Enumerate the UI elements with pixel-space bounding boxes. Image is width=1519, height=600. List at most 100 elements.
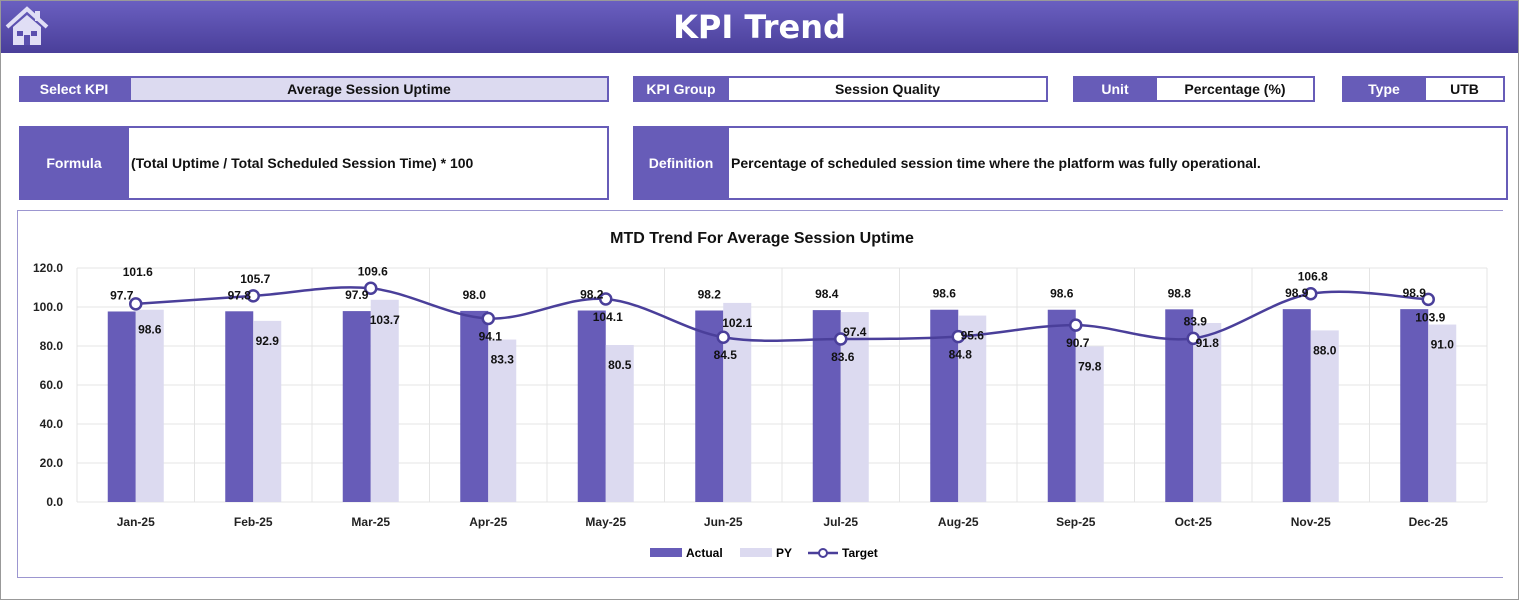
chart-legend: Actual PY Target [650, 546, 878, 560]
target-marker [1304, 286, 1318, 301]
py-data-label: 88.0 [1313, 343, 1337, 357]
bar-actual [1282, 309, 1311, 502]
target-data-label: 105.7 [240, 272, 270, 286]
bar-actual [930, 309, 959, 502]
target-data-label: 83.9 [1184, 314, 1208, 328]
chart-svg: MTD Trend For Average Session Uptime 97.… [33, 230, 1488, 560]
target-marker [1421, 292, 1435, 307]
actual-data-label: 98.9 [1285, 286, 1309, 300]
bar-actual [225, 311, 254, 502]
kpi-group-label: KPI Group [633, 76, 729, 102]
x-tick-label: May-25 [585, 515, 626, 529]
x-tick-label: Oct-25 [1175, 515, 1213, 529]
py-data-label: 98.6 [138, 323, 162, 337]
header-bar: KPI Trend [1, 1, 1518, 53]
bar-py [253, 320, 282, 502]
formula-value: (Total Uptime / Total Scheduled Session … [127, 126, 609, 200]
target-data-label: 94.1 [479, 330, 503, 344]
actual-data-label: 98.8 [1168, 286, 1192, 300]
legend-target-marker [818, 548, 828, 558]
target-marker [364, 281, 378, 296]
x-tick-label: Nov-25 [1291, 515, 1331, 529]
bar-actual [460, 310, 489, 502]
home-icon[interactable] [5, 5, 49, 47]
target-marker [599, 292, 613, 306]
target-data-label: 106.8 [1298, 270, 1328, 284]
bar-actual [342, 311, 371, 502]
target-data-label: 109.6 [358, 264, 388, 278]
chart-title: MTD Trend For Average Session Uptime [610, 230, 914, 247]
actual-data-label: 98.0 [463, 288, 487, 302]
x-tick-label: Aug-25 [938, 515, 979, 529]
bar-py [1428, 324, 1457, 502]
target-marker [716, 330, 730, 344]
x-tick-label: Mar-25 [351, 515, 390, 529]
actual-data-label: 98.4 [815, 287, 839, 301]
x-tick-label: Jul-25 [823, 515, 858, 529]
definition-label: Definition [633, 126, 729, 200]
bar-actual [1400, 309, 1429, 502]
type-value: UTB [1424, 76, 1505, 102]
bar-actual [695, 310, 724, 502]
bar-py [1193, 322, 1222, 502]
unit-label: Unit [1073, 76, 1157, 102]
py-data-label: 83.3 [491, 353, 515, 367]
actual-data-label: 98.6 [933, 287, 957, 301]
target-data-label: 84.5 [714, 348, 738, 362]
x-tick-label: Feb-25 [234, 515, 273, 529]
bar-actual [1047, 309, 1076, 502]
py-data-label: 97.4 [843, 325, 867, 339]
trend-chart: MTD Trend For Average Session Uptime 97.… [17, 210, 1503, 578]
page-title: KPI Trend [673, 8, 846, 46]
y-tick-label: 0.0 [46, 495, 63, 509]
bar-actual [107, 311, 136, 502]
bar-py [605, 345, 634, 502]
legend-py: PY [776, 546, 792, 560]
bar-py [135, 309, 164, 502]
target-data-label: 104.1 [593, 310, 623, 324]
y-tick-label: 80.0 [40, 339, 64, 353]
unit-value: Percentage (%) [1155, 76, 1315, 102]
y-tick-label: 60.0 [40, 378, 64, 392]
target-marker [129, 297, 143, 311]
target-data-label: 83.6 [831, 350, 855, 364]
y-tick-label: 100.0 [33, 300, 63, 314]
legend-actual-swatch [650, 548, 682, 557]
y-tick-label: 20.0 [40, 456, 64, 470]
py-data-label: 91.8 [1196, 336, 1220, 350]
bar-py [1075, 346, 1104, 502]
bar-py [958, 315, 987, 502]
kpi-group-value: Session Quality [727, 76, 1048, 102]
target-data-label: 103.9 [1415, 310, 1445, 324]
target-data-label: 101.6 [123, 265, 153, 279]
actual-data-label: 98.9 [1403, 286, 1427, 300]
py-data-label: 92.9 [256, 334, 280, 348]
formula-label: Formula [19, 126, 129, 200]
py-data-label: 103.7 [370, 313, 400, 327]
actual-data-label: 97.9 [345, 288, 369, 302]
x-tick-label: Sep-25 [1056, 515, 1096, 529]
bar-py [488, 339, 517, 502]
py-data-label: 102.1 [722, 316, 752, 330]
legend-target: Target [842, 546, 878, 560]
target-marker [834, 332, 848, 346]
actual-data-label: 97.8 [228, 288, 252, 302]
actual-data-label: 98.6 [1050, 287, 1074, 301]
target-marker [1186, 331, 1200, 346]
x-tick-label: Jun-25 [704, 515, 743, 529]
actual-data-label: 98.2 [580, 288, 604, 302]
target-marker [481, 311, 495, 326]
type-label: Type [1342, 76, 1426, 102]
select-kpi-label: Select KPI [19, 76, 129, 102]
target-marker [1069, 318, 1083, 332]
legend-py-swatch [740, 548, 772, 557]
target-data-label: 84.8 [949, 348, 973, 362]
legend-actual: Actual [686, 546, 723, 560]
select-kpi-dropdown[interactable]: Average Session Uptime [129, 76, 609, 102]
py-data-label: 95.6 [961, 329, 985, 343]
py-data-label: 79.8 [1078, 359, 1102, 373]
actual-data-label: 98.2 [698, 288, 722, 302]
x-tick-label: Dec-25 [1409, 515, 1449, 529]
y-tick-label: 120.0 [33, 261, 63, 275]
y-tick-label: 40.0 [40, 417, 64, 431]
